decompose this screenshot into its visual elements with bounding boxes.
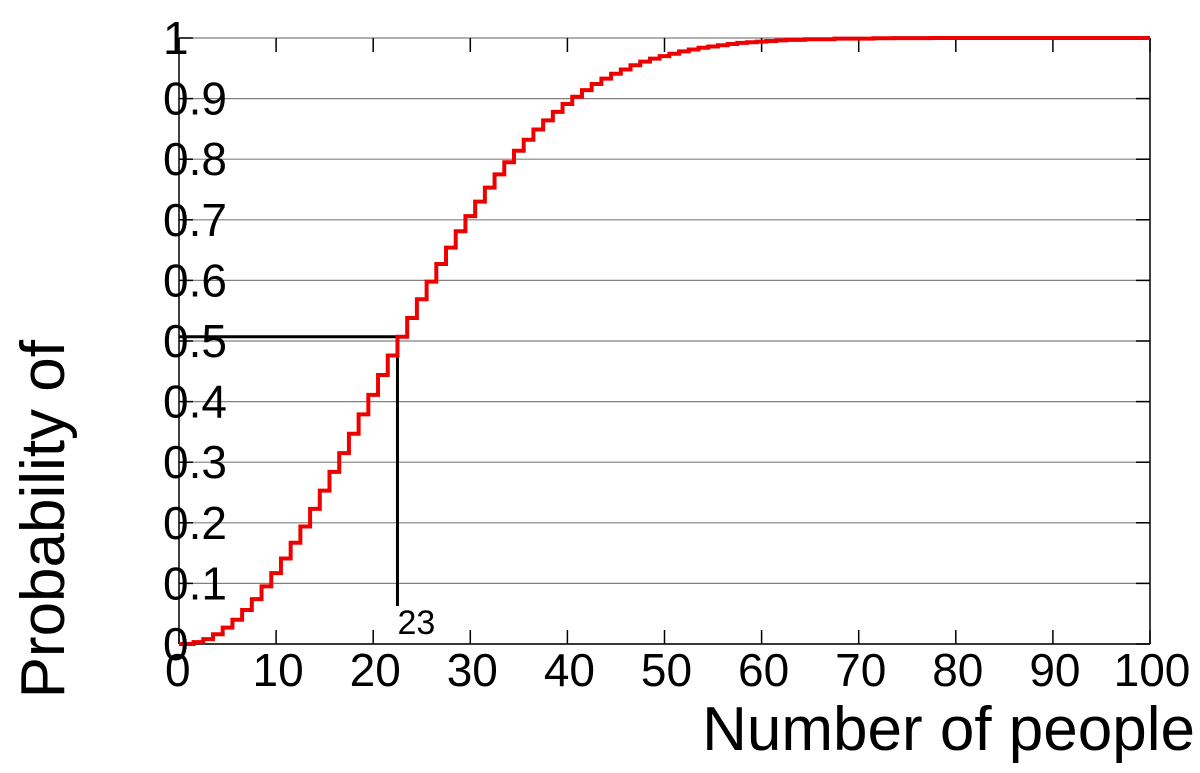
y-tick-label: 0.7 bbox=[163, 194, 227, 246]
y-tick-label: 0.6 bbox=[163, 254, 227, 306]
annotation-label: 23 bbox=[397, 604, 435, 642]
y-tick-label: 0.8 bbox=[163, 133, 227, 185]
x-tick-label: 10 bbox=[253, 644, 304, 696]
series-layer bbox=[179, 36, 1150, 646]
x-tick-label: 0 bbox=[165, 644, 191, 696]
tick-marks bbox=[178, 37, 1151, 645]
y-tick-label: 0.3 bbox=[163, 436, 227, 488]
x-tick-label: 100 bbox=[1114, 644, 1191, 696]
x-tick-label: 70 bbox=[835, 644, 886, 696]
x-tick-label: 30 bbox=[447, 644, 498, 696]
y-axis-title: Probability of bbox=[9, 339, 78, 698]
series-line-0 bbox=[179, 36, 1150, 646]
tick-labels: 0 10 20 30 40 50 60 70 80 90 100 0 0.1 0.2 0.3 0.4 0.5 0.… bbox=[163, 12, 1190, 696]
x-axis-title: Number of people bbox=[702, 695, 1195, 764]
x-tick-label: 80 bbox=[932, 644, 983, 696]
y-tick-label: 0.1 bbox=[163, 557, 227, 609]
grid-lines bbox=[179, 37, 1150, 645]
y-tick-label: 0.4 bbox=[163, 376, 227, 428]
y-tick-label: 0 bbox=[163, 618, 189, 670]
x-tick-label: 40 bbox=[544, 644, 595, 696]
x-tick-label: 90 bbox=[1029, 644, 1080, 696]
y-tick-label: 1 bbox=[163, 12, 189, 64]
y-tick-label: 0.9 bbox=[163, 73, 227, 125]
x-tick-label: 20 bbox=[350, 644, 401, 696]
x-tick-label: 60 bbox=[738, 644, 789, 696]
x-tick-label: 50 bbox=[641, 644, 692, 696]
y-tick-label: 0.5 bbox=[163, 315, 227, 367]
y-tick-label: 0.2 bbox=[163, 497, 227, 549]
annotation-layer: 23 bbox=[179, 335, 435, 642]
